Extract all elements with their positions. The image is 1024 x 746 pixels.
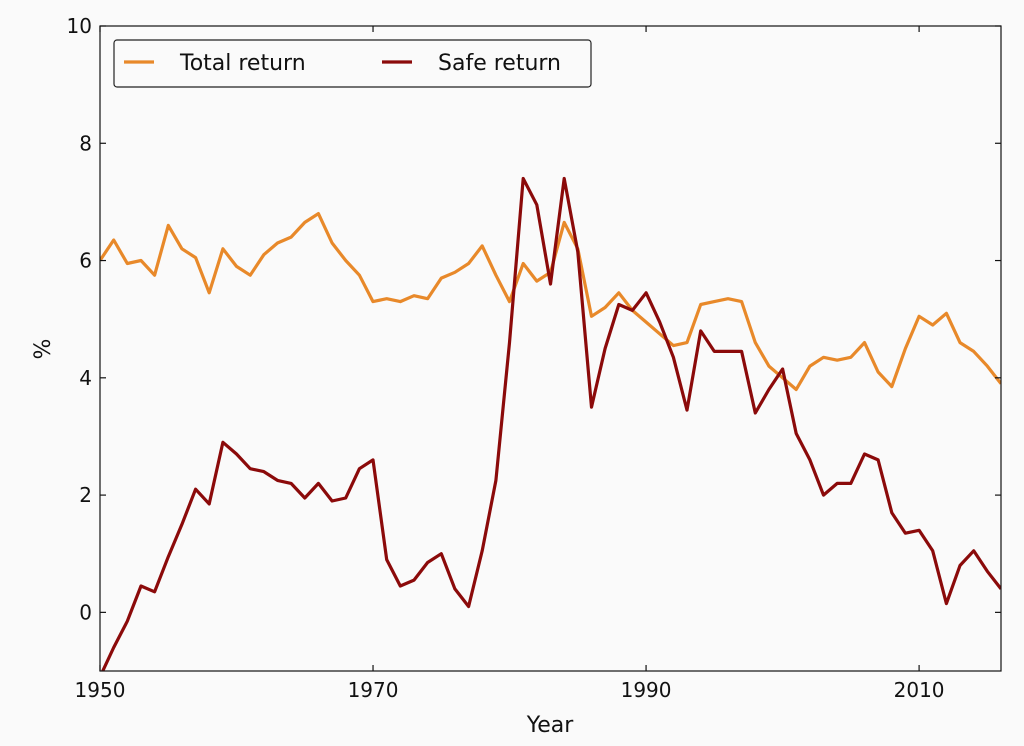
x-tick-label: 1990: [621, 678, 672, 702]
series-layer: [100, 176, 1001, 671]
legend-box: [113, 39, 592, 88]
legend: Total return Safe return: [113, 39, 592, 88]
y-tick-label: 2: [79, 483, 92, 507]
x-tick-label: 1970: [348, 678, 399, 702]
x-axis-title: Year: [526, 713, 575, 738]
legend-label-total-return: Total return: [179, 51, 306, 76]
y-tick-label: 4: [79, 366, 92, 390]
legend-label-safe-return: Safe return: [438, 51, 561, 76]
y-tick-label: 8: [79, 131, 92, 155]
plot-frame: [99, 25, 1002, 672]
x-tick-label: 1950: [75, 678, 126, 702]
y-tick-label: 0: [79, 600, 92, 624]
y-tick-label: 6: [79, 249, 92, 273]
x-tick-label: 2010: [894, 678, 945, 702]
y-axis-title: %: [31, 339, 56, 360]
series-line-safe-return: [100, 176, 1001, 671]
ticks-layer: 1950 1970 1990 2010 0 2 4 6 8 10: [67, 14, 1001, 702]
y-tick-label: 10: [67, 14, 92, 38]
